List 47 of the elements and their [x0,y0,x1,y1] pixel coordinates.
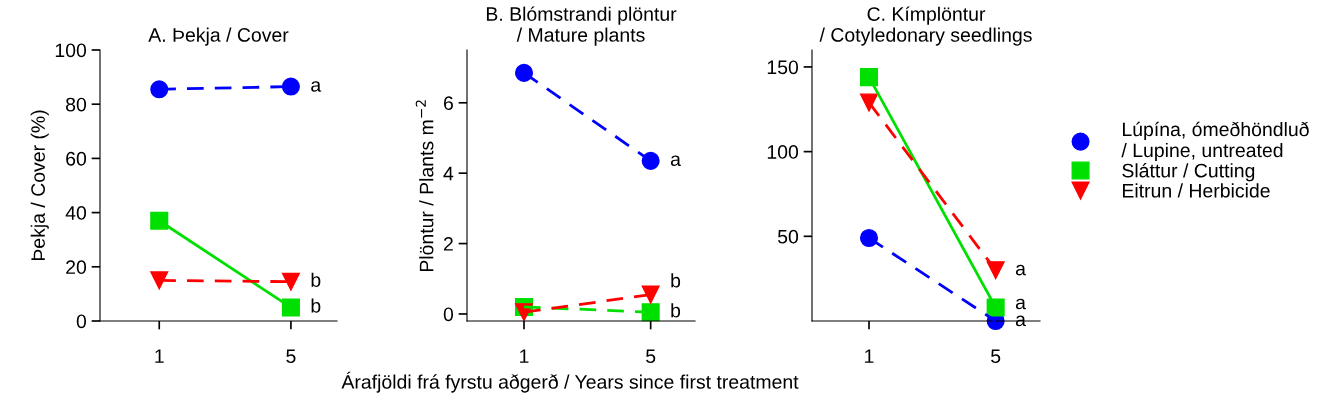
y-axis-title: Þekja / Cover (%) [30,110,49,261]
annotation: a [311,81,322,92]
annotation: b [311,272,321,287]
y-tick-label: 40 [65,206,87,220]
chart-title: C. Kímplöntur / Cotyledonary seedlings [819,6,1032,46]
legend-label: Sláttur / Cutting [1122,163,1255,182]
point [859,228,879,248]
y-tick-label: 80 [66,97,87,112]
annotation: b [671,303,681,318]
annotation: b [671,273,681,288]
y-tick-label: 2 [443,237,453,251]
annotation: a [1015,264,1026,276]
chart-title: B. Blómstrandi plöntur / Mature plants [486,6,677,46]
y-tick-label: 100 [55,43,87,58]
y-tick-label: 0 [76,314,87,329]
annotation: a [1015,315,1026,327]
point [859,68,879,87]
point [150,271,169,290]
chart-title: A. Þekja / Cover [148,27,289,46]
y-tick-label: 20 [66,260,87,275]
point [150,211,169,230]
annotation: a [1015,298,1026,310]
x-tick-label: 1 [155,349,164,363]
point [641,285,660,304]
y-tick-label: 60 [66,151,87,166]
y-axis-title: Plöntur / Plants m$^{−2}$ [415,100,434,272]
annotation: a [670,155,681,167]
point [281,272,300,291]
point [514,63,534,82]
x-tick-label: 5 [646,349,656,364]
y-tick-label: 6 [443,96,453,111]
x-tick-label: 1 [520,349,529,363]
legend-label: Eitrun / Herbicide [1122,183,1270,198]
y-tick-label: 0 [443,307,454,322]
y-tick-label: 100 [767,145,799,159]
point [281,298,300,317]
y-tick-label: 50 [777,229,799,244]
x-tick-label: 1 [865,349,874,363]
legend-label: Lúpína, ómeðhöndluð / Lupine, untreated [1121,121,1309,162]
x-axis-title: Árafjöldi frá fyrstu aðgerð / Years since first treatment [341,371,799,393]
point [859,93,879,112]
y-tick-label: 4 [443,166,454,181]
point [281,77,300,96]
annotation: b [311,298,321,313]
y-tick-label: 150 [767,60,799,75]
x-tick-label: 5 [991,349,1001,364]
x-tick-label: 5 [286,349,296,364]
